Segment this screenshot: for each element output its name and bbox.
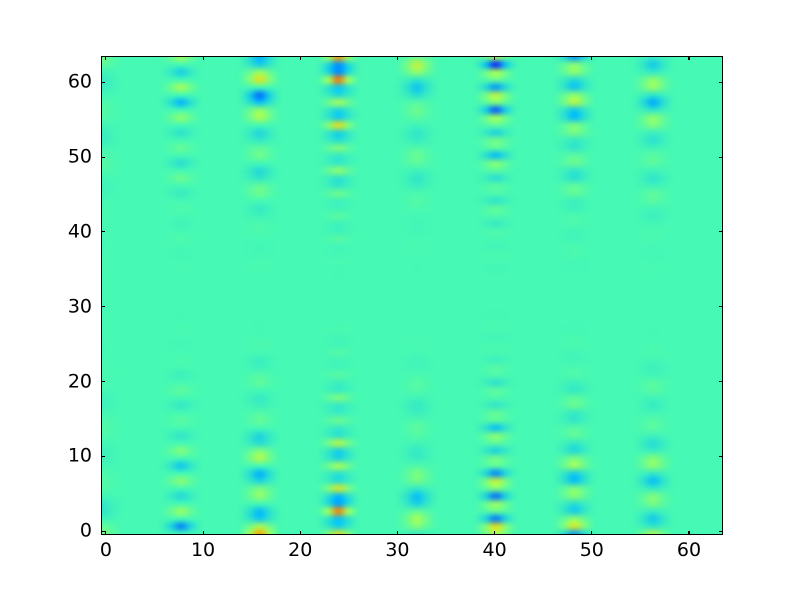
x-tick-mark <box>494 531 496 535</box>
y-tick-label: 40 <box>67 220 92 243</box>
y-tick-label: 10 <box>67 444 92 467</box>
x-tick-mark <box>202 531 204 535</box>
y-tick-mark <box>101 156 105 158</box>
y-tick-mark <box>101 231 105 233</box>
x-tick-mark <box>591 531 593 535</box>
x-tick-label: 30 <box>385 539 410 561</box>
y-tick-label: 0 <box>79 519 92 542</box>
y-tick-mark <box>101 530 105 532</box>
x-tick-mark-top <box>591 56 593 60</box>
y-tick-label: 60 <box>67 70 92 93</box>
x-tick-label: 50 <box>579 539 604 561</box>
x-tick-mark-top <box>105 56 107 60</box>
y-tick-label: 30 <box>67 295 92 318</box>
heatmap-image <box>102 57 722 534</box>
y-tick-mark-right <box>719 81 723 83</box>
y-tick-mark-right <box>719 156 723 158</box>
y-tick-label: 20 <box>67 370 92 393</box>
y-tick-mark <box>101 306 105 308</box>
x-tick-mark-top <box>396 56 399 60</box>
x-tick-label: 10 <box>190 539 216 561</box>
y-tick-mark-right <box>719 530 723 532</box>
x-tick-mark-top <box>688 56 690 60</box>
x-tick-label: 0 <box>99 539 112 561</box>
x-tick-label: 60 <box>676 539 702 561</box>
y-tick-mark-right <box>719 381 723 383</box>
x-tick-mark <box>299 531 301 535</box>
y-tick-mark-right <box>719 455 723 457</box>
x-tick-label: 20 <box>288 539 313 561</box>
y-tick-mark <box>101 381 105 383</box>
y-tick-mark-right <box>719 306 723 308</box>
x-tick-mark-top <box>299 56 301 60</box>
y-tick-mark-right <box>719 231 723 233</box>
x-tick-mark-top <box>202 56 204 60</box>
heatmap-axes[interactable] <box>101 56 723 535</box>
y-tick-mark <box>101 455 105 457</box>
x-tick-label: 40 <box>482 539 507 561</box>
y-tick-mark <box>101 81 105 83</box>
x-tick-mark-top <box>494 56 496 60</box>
x-tick-mark <box>688 531 690 535</box>
x-tick-mark <box>105 531 107 535</box>
y-tick-label: 50 <box>67 145 92 168</box>
x-tick-mark <box>396 531 399 535</box>
